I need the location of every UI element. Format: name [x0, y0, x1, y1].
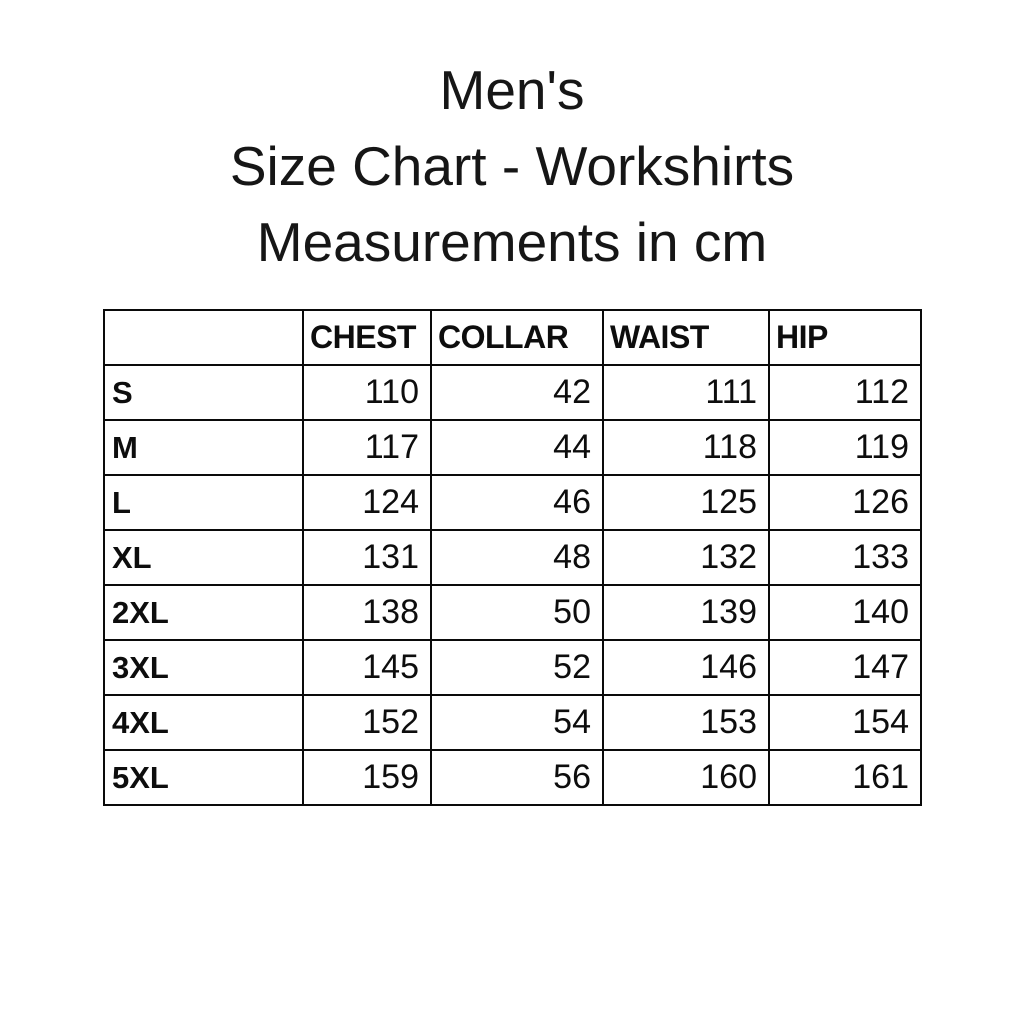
collar-value: 52: [430, 639, 604, 696]
hip-value: 126: [768, 474, 922, 531]
waist-value: 111: [602, 364, 770, 421]
collar-value: 56: [430, 749, 604, 806]
page-title-line-3: Measurements in cm: [256, 211, 768, 273]
hip-value: 140: [768, 584, 922, 641]
waist-value: 146: [602, 639, 770, 696]
waist-value: 118: [602, 419, 770, 476]
header-hip: HIP: [768, 309, 922, 366]
hip-value: 133: [768, 529, 922, 586]
hip-value: 147: [768, 639, 922, 696]
table-row: M 117 44 118 119: [103, 419, 922, 476]
collar-value: 44: [430, 419, 604, 476]
header-size-blank: [103, 309, 304, 366]
collar-value: 42: [430, 364, 604, 421]
size-label: L: [103, 474, 304, 531]
table-row: S 110 42 111 112: [103, 364, 922, 421]
collar-value: 46: [430, 474, 604, 531]
table-row: XL 131 48 132 133: [103, 529, 922, 586]
waist-value: 125: [602, 474, 770, 531]
hip-value: 112: [768, 364, 922, 421]
table-row: 4XL 152 54 153 154: [103, 694, 922, 751]
hip-value: 119: [768, 419, 922, 476]
page-title-line-1: Men's: [439, 59, 585, 121]
header-chest: CHEST: [302, 309, 432, 366]
size-label: M: [103, 419, 304, 476]
waist-value: 153: [602, 694, 770, 751]
chest-value: 131: [302, 529, 432, 586]
chest-value: 145: [302, 639, 432, 696]
chest-value: 152: [302, 694, 432, 751]
hip-value: 154: [768, 694, 922, 751]
size-label: XL: [103, 529, 304, 586]
waist-value: 139: [602, 584, 770, 641]
table-row: L 124 46 125 126: [103, 474, 922, 531]
size-label: 5XL: [103, 749, 304, 806]
chest-value: 117: [302, 419, 432, 476]
size-chart-table: CHEST COLLAR WAIST HIP S 110 42 111 112 …: [103, 309, 922, 806]
chest-value: 159: [302, 749, 432, 806]
size-label: 3XL: [103, 639, 304, 696]
header-collar: COLLAR: [430, 309, 604, 366]
size-label: 2XL: [103, 584, 304, 641]
collar-value: 48: [430, 529, 604, 586]
waist-value: 160: [602, 749, 770, 806]
collar-value: 50: [430, 584, 604, 641]
title-block: Men's Size Chart - Workshirts Measuremen…: [0, 0, 1024, 280]
size-label: 4XL: [103, 694, 304, 751]
table-row: 3XL 145 52 146 147: [103, 639, 922, 696]
hip-value: 161: [768, 749, 922, 806]
page-title-line-2: Size Chart - Workshirts: [229, 135, 795, 197]
chest-value: 124: [302, 474, 432, 531]
chest-value: 110: [302, 364, 432, 421]
header-waist: WAIST: [602, 309, 770, 366]
size-chart-page: Men's Size Chart - Workshirts Measuremen…: [0, 0, 1024, 806]
collar-value: 54: [430, 694, 604, 751]
waist-value: 132: [602, 529, 770, 586]
size-label: S: [103, 364, 304, 421]
table-row: 5XL 159 56 160 161: [103, 749, 922, 806]
header-row: CHEST COLLAR WAIST HIP: [103, 309, 922, 366]
table-row: 2XL 138 50 139 140: [103, 584, 922, 641]
chest-value: 138: [302, 584, 432, 641]
